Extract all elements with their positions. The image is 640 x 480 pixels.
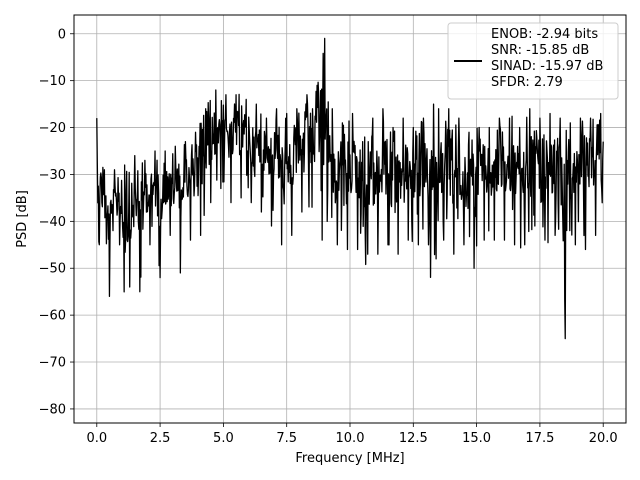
x-tick-label: 7.5	[276, 431, 297, 446]
y-tick-label: −60	[39, 309, 66, 324]
y-tick-label: −20	[39, 121, 66, 136]
psd-series-line	[96, 37, 604, 340]
x-axis-label: Frequency [MHz]	[295, 451, 404, 466]
plot-area	[96, 37, 604, 340]
legend-enob: ENOB: -2.94 bits	[491, 27, 598, 42]
y-tick-label: 0	[58, 27, 66, 42]
x-axis: 0.0 2.5 5.0 7.5 10.0 12.5 15.0 17.5 20.0	[86, 423, 618, 446]
y-tick-label: −30	[39, 168, 66, 183]
x-tick-label: 15.0	[462, 431, 491, 446]
x-tick-label: 10.0	[336, 431, 365, 446]
y-tick-label: −70	[39, 356, 66, 371]
x-tick-label: 2.5	[150, 431, 171, 446]
y-axis-label: PSD [dB]	[15, 190, 30, 248]
y-axis: 0 −10 −20 −30 −40 −50 −60 −70 −80	[39, 27, 74, 417]
x-tick-label: 5.0	[213, 431, 234, 446]
x-tick-label: 20.0	[589, 431, 618, 446]
x-tick-label: 0.0	[86, 431, 107, 446]
y-tick-label: −50	[39, 262, 66, 277]
x-tick-label: 12.5	[399, 431, 428, 446]
legend-sinad: SINAD: -15.97 dB	[491, 59, 603, 74]
legend-snr: SNR: -15.85 dB	[491, 43, 589, 58]
y-tick-label: −40	[39, 215, 66, 230]
legend: ENOB: -2.94 bits SNR: -15.85 dB SINAD: -…	[447, 22, 619, 100]
x-tick-label: 17.5	[525, 431, 554, 446]
y-tick-label: −80	[39, 402, 66, 417]
y-tick-label: −10	[39, 74, 66, 89]
legend-box	[447, 22, 619, 100]
legend-sfdr: SFDR: 2.79	[491, 75, 563, 90]
